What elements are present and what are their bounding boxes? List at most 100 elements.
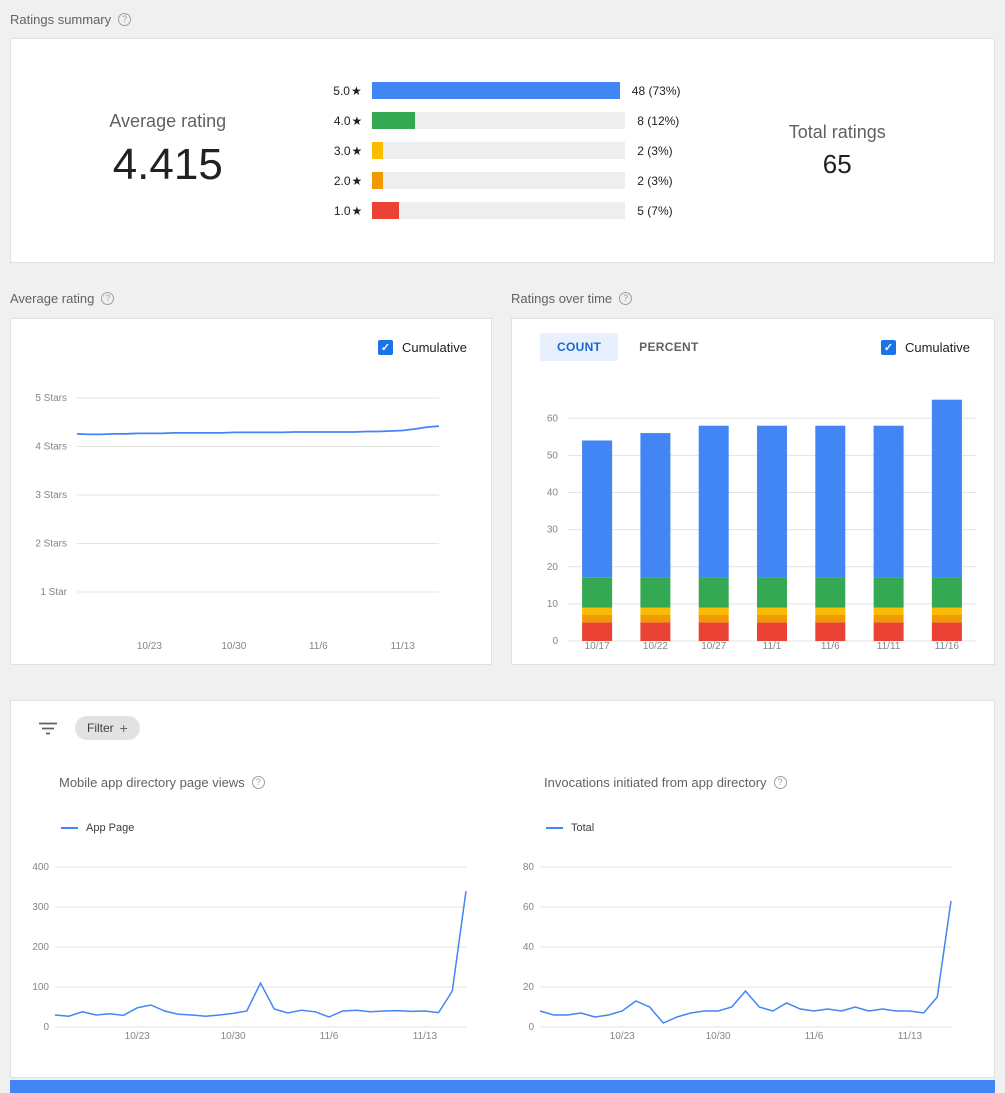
average-rating-card: ✓ Cumulative 5 Stars 4 Stars 3 Stars 2 Star… [10,318,492,665]
axis-tick-label: 10/23 [125,1031,150,1042]
axis-tick-label: 10/30 [706,1031,731,1042]
axis-tick-label: 20 [523,982,535,993]
bar-segment-1-star [815,622,846,641]
average-rating-chart: 5 Stars 4 Stars 3 Stars 2 Stars 1 Star 10/23 1… [35,393,440,652]
legend-label: App Page [86,822,135,834]
axis-tick-label: 11/13 [413,1031,438,1042]
rating-bar-track [372,172,626,189]
rating-count-label: 2 (3%) [637,173,673,188]
rating-bar-fill [372,172,383,189]
mid-cards-row: ✓ Cumulative 5 Stars 4 Stars 3 Stars 2 Star… [10,318,995,665]
star-icon: ★ [351,143,363,158]
filter-list-icon[interactable] [39,722,57,735]
invocations-legend: Total [546,822,959,834]
axis-tick-label: 0 [528,1022,534,1033]
rating-count-label: 8 (12%) [637,113,680,128]
axis-tick-label: 11/6 [805,1031,824,1042]
axis-tick-label: 11/11 [877,641,901,652]
axis-tick-label: 400 [32,862,49,873]
total-ratings-value: 65 [822,148,852,179]
rating-distribution-row: 2.0 ★ 2 (3%) [325,172,681,189]
axis-tick-label: 10/22 [643,641,668,652]
rating-bar-track [372,142,626,159]
bar-segment-1-star [640,622,671,641]
filter-bar: Filter + [11,701,994,755]
page-views-title: Mobile app directory page views [59,775,245,790]
rating-bar-fill [371,82,620,99]
cumulative-checkbox[interactable]: ✓ Cumulative [377,339,467,355]
bar-segment-4-stars [640,577,671,608]
bar-segment-5-stars [873,425,904,578]
invocations-panel: Invocations initiated from app directory… [514,755,959,1042]
star-count-label: 4.0 [333,113,351,128]
bar-segment-4-stars [757,577,787,608]
axis-tick-label: 10/23 [610,1031,635,1042]
ratings-over-time-toolbar: COUNT PERCENT ✓ Cumulative [512,319,994,363]
axis-tick-label: 11/16 [935,641,960,652]
axis-tick-label: 11/6 [309,641,328,652]
axis-tick-label: 60 [523,902,535,913]
filter-chip-label: Filter [87,721,114,735]
help-icon[interactable]: ? [773,776,787,789]
ratings-over-time-tabs: COUNT PERCENT [540,333,716,361]
ratings-summary-title: Ratings summary [10,11,112,27]
cumulative-checkbox[interactable]: ✓ Cumulative [880,339,970,355]
axis-tick-label: 10/27 [701,641,726,652]
star-icon: ★ [351,173,363,188]
add-filter-icon: + [119,720,128,736]
axis-tick-label: 1 Star [40,587,67,598]
bar-segment-1-star [931,622,962,641]
axis-tick-label: 10/30 [221,1031,246,1042]
bar-segment-2-stars [873,615,904,623]
legend-line-icon [61,827,78,829]
bar-segment-4-stars [582,577,613,608]
bar-segment-3-stars [873,607,904,615]
total-ratings-block: Total ratings 65 [681,122,995,180]
bar-segment-1-star [873,622,904,641]
bar-segment-5-stars [931,399,962,578]
star-icon: ★ [351,203,363,218]
axis-tick-label: 10/17 [585,641,610,652]
page-views-legend: App Page [61,822,474,834]
star-count-label: 2.0 [333,173,351,188]
axis-tick-label: 11/1 [763,641,782,652]
rating-count-label: 48 (73%) [631,83,681,98]
average-rating-trend-line [76,425,440,436]
average-rating-label: Average rating [109,111,227,131]
rating-bar-fill [372,142,383,159]
help-icon[interactable]: ? [118,12,132,26]
bar-segment-2-stars [931,615,962,623]
bar-segment-2-stars [815,615,846,623]
axis-tick-label: 4 Stars [35,442,67,453]
help-icon[interactable]: ? [101,291,115,305]
cumulative-label: Cumulative [401,339,467,355]
help-icon[interactable]: ? [619,291,633,305]
axis-tick-label: 300 [32,902,49,913]
average-rating-toolbar: ✓ Cumulative [11,319,491,363]
axis-tick-label: 0 [43,1022,49,1033]
star-count-label: 5.0 [333,83,350,98]
rating-distribution-row: 1.0 ★ 5 (7%) [325,202,681,219]
axis-tick-label: 3 Stars [35,490,67,501]
filter-chip[interactable]: Filter + [75,716,140,740]
axis-tick-label: 10 [547,599,559,610]
bar-segment-5-stars [698,425,729,578]
star-count-label: 1.0 [333,203,351,218]
bar-segment-3-stars [931,607,962,615]
rating-distribution-row: 4.0 ★ 8 (12%) [325,112,681,129]
bar-segment-5-stars [582,440,613,578]
tab-count[interactable]: COUNT [540,333,619,361]
rating-distribution-list: 5.0 ★ 48 (73%) 4.0 ★ 8 (12%) 3.0 ★ 2 (3%) 2.0 ★ 2 (… [325,69,681,232]
checkbox-checked-icon: ✓ [377,339,393,355]
bar-segment-4-stars [815,577,846,608]
ratings-over-time-chart: 0 10 20 30 40 50 60 10/17 10/22 10/27 11/1 11/6 11/1… [547,399,976,652]
ratings-summary-header: Ratings summary ? [10,8,995,30]
tab-percent[interactable]: PERCENT [639,340,699,354]
rating-bar-fill [372,202,399,219]
axis-tick-label: 200 [32,942,49,953]
rating-bar-track [371,82,620,99]
rating-bar-track [372,202,626,219]
help-icon[interactable]: ? [251,776,265,789]
average-rating-block: Average rating 4.415 [11,111,325,190]
legend-label: Total [571,822,595,834]
